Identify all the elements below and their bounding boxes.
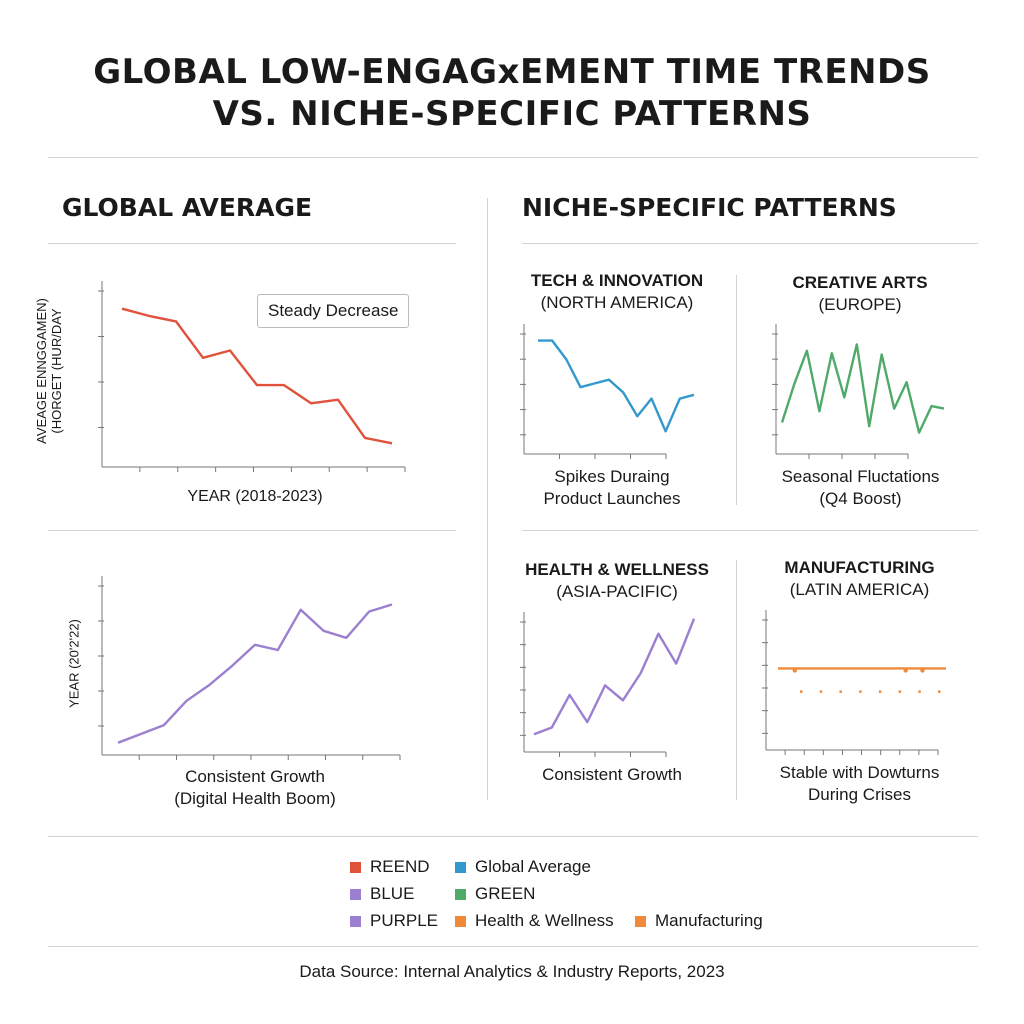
legend-swatch xyxy=(455,916,466,927)
page-title-line2: VS. NICHE-SPECIFIC PATTERNS xyxy=(212,94,812,134)
dip-point xyxy=(903,668,908,673)
creative-caption-line2: (Q4 Boost) xyxy=(819,489,902,508)
legend-swatch xyxy=(350,862,361,873)
tech-title-line2: (NORTH AMERICA) xyxy=(540,293,694,312)
legend-swatch xyxy=(635,916,646,927)
global_top-series-line xyxy=(121,307,393,445)
dip-marker xyxy=(839,690,842,693)
legend-item: GREEN xyxy=(455,884,535,904)
tech-caption-line2: Product Launches xyxy=(543,489,681,508)
global-bottom-caption-line1: Consistent Growth xyxy=(185,767,325,786)
dip-marker xyxy=(898,690,902,693)
manufacturing-caption-line2: During Crises xyxy=(808,785,911,804)
legend-label: Global Average xyxy=(475,857,591,876)
dip-marker xyxy=(819,690,823,693)
tech-caption-line1: Spikes Duraing xyxy=(554,467,670,486)
section-divider xyxy=(487,198,488,800)
niche-mid-divider xyxy=(522,530,978,531)
creative-title: CREATIVE ARTS (EUROPE) xyxy=(760,272,960,316)
global-top-ylabel-line2: (HORGET (HUR/DAY xyxy=(49,308,64,434)
health-caption: Consistent Growth xyxy=(512,764,712,786)
global-bottom-caption: Consistent Growth (Digital Health Boom) xyxy=(100,766,410,810)
legend-swatch xyxy=(350,889,361,900)
legend-swatch xyxy=(455,889,466,900)
legend: REEND Global Average BLUE GREEN PURPLE H… xyxy=(340,852,860,942)
manufacturing-title-line2: (LATIN AMERICA) xyxy=(789,580,930,599)
health-title: HEALTH & WELLNESS (ASIA-PACIFIC) xyxy=(512,559,722,603)
health-series-line xyxy=(533,618,696,736)
tech-series-line xyxy=(538,339,695,433)
global-title-divider xyxy=(48,243,456,244)
niche-top-divider xyxy=(736,275,737,505)
niche-title-divider xyxy=(522,243,978,244)
legend-label: REEND xyxy=(370,857,430,876)
legend-label: GREEN xyxy=(475,884,536,903)
creative-caption: Seasonal Fluctations (Q4 Boost) xyxy=(758,466,963,510)
legend-item: PURPLE xyxy=(350,911,438,931)
creative-caption-line1: Seasonal Fluctations xyxy=(781,467,940,486)
legend-item: BLUE xyxy=(350,884,414,904)
global_bottom-series-line xyxy=(117,603,393,744)
niche-bottom-divider xyxy=(736,560,737,800)
legend-label: Health & Wellness xyxy=(475,911,614,930)
creative-series-line xyxy=(780,343,945,434)
global-bottom-caption-line2: (Digital Health Boom) xyxy=(174,789,336,808)
dip-marker xyxy=(918,690,921,693)
global-mid-divider xyxy=(48,530,456,531)
global-section-title: GLOBAL AVERAGE xyxy=(62,193,313,222)
global-top-xlabel: YEAR (2018-2023) xyxy=(187,488,323,505)
manufacturing-caption: Stable with Dowturns During Crises xyxy=(752,762,967,806)
global-top-ylabel: AVEAGE ENNGGAMEN) (HORGET (HUR/DAY xyxy=(34,286,64,456)
tech-chart xyxy=(520,324,695,459)
global-bottom-chart xyxy=(98,576,401,760)
global-top-ylabel-line1: AVEAGE ENNGGAMEN) xyxy=(34,298,49,444)
legend-label: PURPLE xyxy=(370,911,439,930)
legend-label: BLUE xyxy=(370,884,415,903)
global-top-chart xyxy=(98,281,406,472)
data-source-footer: Data Source: Internal Analytics & Indust… xyxy=(299,962,725,981)
dip-marker xyxy=(800,690,803,693)
health-title-line1: HEALTH & WELLNESS xyxy=(525,560,709,579)
niche-section-title: NICHE-SPECIFIC PATTERNS xyxy=(522,193,897,222)
legend-top-divider xyxy=(48,836,978,837)
page-title-line1: GLOBAL LOW-ENGAGxEMENT TIME TRENDS xyxy=(93,52,931,92)
steady-decrease-annotation: Steady Decrease xyxy=(257,294,410,328)
legend-swatch xyxy=(455,862,466,873)
creative-title-line2: (EUROPE) xyxy=(818,295,902,314)
health-chart xyxy=(520,612,696,757)
title-divider xyxy=(48,157,978,158)
legend-item: REEND xyxy=(350,857,430,877)
manufacturing-title: MANUFACTURING (LATIN AMERICA) xyxy=(752,557,967,601)
legend-item: Manufacturing xyxy=(635,911,763,931)
dip-point xyxy=(920,668,925,673)
legend-bottom-divider xyxy=(48,946,978,947)
creative-title-line1: CREATIVE ARTS xyxy=(792,273,928,292)
legend-label: Manufacturing xyxy=(655,911,763,930)
legend-item: Health & Wellness xyxy=(455,911,614,931)
health-title-line2: (ASIA-PACIFIC) xyxy=(556,582,678,601)
dip-marker xyxy=(878,690,882,693)
creative-chart xyxy=(772,324,945,459)
global-bottom-ylabel: YEAR (20'2'22) xyxy=(66,619,82,708)
dip-marker xyxy=(859,690,862,693)
manufacturing-title-line1: MANUFACTURING xyxy=(784,558,935,577)
health-caption-line1: Consistent Growth xyxy=(542,765,682,784)
tech-title: TECH & INNOVATION (NORTH AMERICA) xyxy=(512,270,722,314)
tech-caption: Spikes Duraing Product Launches xyxy=(512,466,712,510)
legend-item: Global Average xyxy=(455,857,591,877)
tech-title-line1: TECH & INNOVATION xyxy=(530,271,704,290)
dip-point xyxy=(792,668,797,673)
manufacturing-caption-line1: Stable with Dowturns xyxy=(779,763,940,782)
manufacturing-chart xyxy=(762,610,946,755)
dip-marker xyxy=(938,690,941,693)
legend-swatch xyxy=(350,916,361,927)
